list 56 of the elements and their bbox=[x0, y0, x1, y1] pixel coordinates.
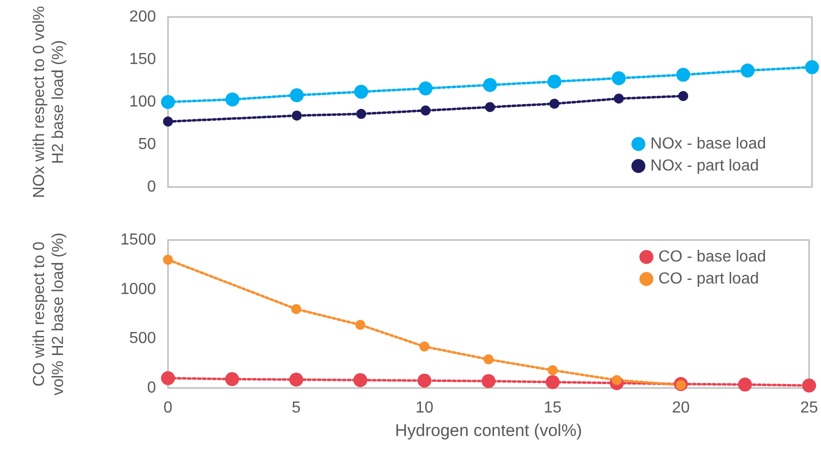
y-tick-label: 500 bbox=[129, 330, 156, 348]
x-tick-label: 15 bbox=[544, 400, 562, 416]
point bbox=[291, 304, 302, 314]
point bbox=[225, 372, 240, 386]
point bbox=[161, 95, 175, 109]
point bbox=[419, 342, 430, 352]
y-tick-label: 100 bbox=[129, 94, 156, 110]
y-axis-title: NOx with respect to 0 vol% H2 base load (%) bbox=[30, 4, 68, 200]
y-tick-label: 200 bbox=[129, 8, 156, 26]
y-tick-label: 1500 bbox=[120, 232, 156, 248]
x-tick-label: 0 bbox=[164, 400, 173, 416]
point bbox=[417, 374, 432, 388]
legend-label: CO - base load bbox=[658, 248, 766, 266]
point bbox=[163, 116, 173, 127]
point bbox=[289, 372, 304, 387]
y-tick-label: 50 bbox=[138, 136, 156, 153]
point bbox=[292, 110, 302, 121]
point bbox=[678, 91, 688, 102]
legend-label: CO - part load bbox=[658, 270, 759, 288]
point bbox=[738, 378, 752, 392]
y-tick-label: 1000 bbox=[120, 280, 156, 298]
point bbox=[485, 102, 495, 112]
point bbox=[355, 320, 366, 330]
point bbox=[418, 81, 433, 96]
point bbox=[676, 68, 690, 82]
point bbox=[290, 88, 304, 102]
point bbox=[161, 371, 175, 386]
point bbox=[356, 108, 366, 119]
point bbox=[614, 94, 624, 104]
point bbox=[354, 84, 368, 99]
point bbox=[612, 71, 626, 86]
point bbox=[163, 254, 173, 265]
point bbox=[482, 374, 496, 388]
point bbox=[548, 365, 558, 376]
legend-label: NOx - base load bbox=[650, 136, 766, 152]
x-tick-label: 5 bbox=[292, 400, 301, 416]
x-tick-label: 10 bbox=[416, 400, 434, 416]
point bbox=[802, 378, 816, 393]
x-tick-label: 20 bbox=[672, 400, 690, 416]
y-tick-label: 0 bbox=[147, 178, 156, 196]
point bbox=[420, 106, 431, 116]
y-tick-label: 0 bbox=[147, 380, 156, 396]
point bbox=[484, 354, 494, 364]
y-tick-label: 150 bbox=[129, 51, 156, 68]
point bbox=[805, 60, 819, 74]
x-axis-title: Hydrogen content (vol%) bbox=[395, 421, 582, 440]
point bbox=[547, 74, 562, 89]
y-axis-title: CO with respect to 0 vol% H2 base load (%) bbox=[30, 232, 68, 398]
x-tick-label: 25 bbox=[800, 400, 818, 416]
legend-label: NOx - part load bbox=[650, 158, 759, 174]
point bbox=[353, 373, 368, 388]
point bbox=[549, 98, 560, 109]
point bbox=[483, 78, 497, 92]
point bbox=[546, 375, 560, 390]
point bbox=[740, 64, 755, 78]
point bbox=[225, 92, 240, 106]
